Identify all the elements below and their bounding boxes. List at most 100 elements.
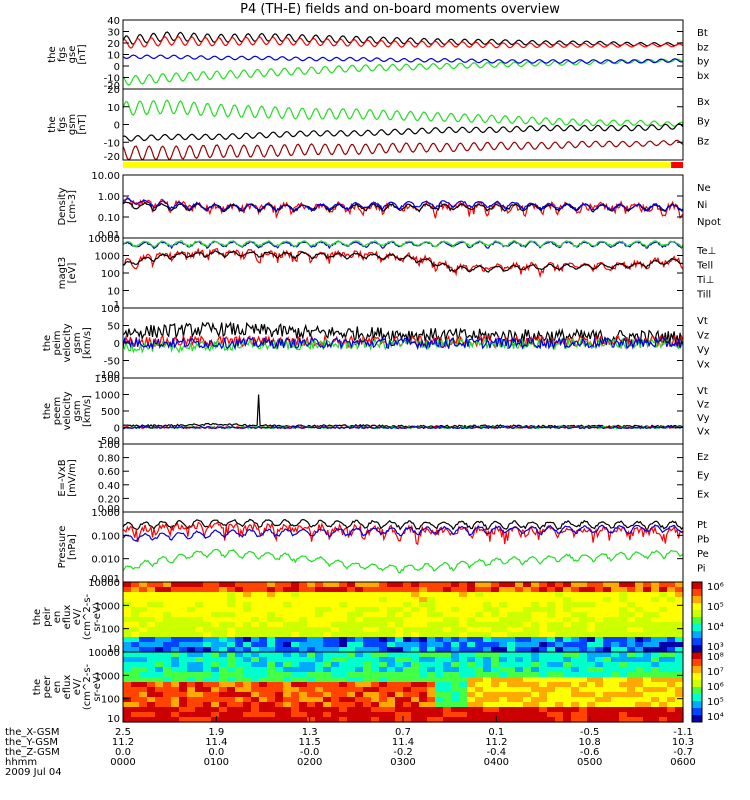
spectrogram-cell: [355, 707, 364, 713]
spectrogram-cell: [171, 692, 180, 698]
spectrogram-cell: [587, 702, 596, 708]
spectrogram-cell: [587, 602, 596, 608]
spectrogram-cell: [579, 622, 588, 628]
spectrogram-cell: [163, 682, 172, 688]
spectrogram-cell: [507, 667, 516, 673]
colorbar-segment: [692, 627, 702, 632]
spectrogram-cell: [315, 677, 324, 683]
spectrogram-cell: [291, 582, 300, 588]
spectrogram-cell: [531, 582, 540, 588]
spectrogram-cell: [459, 677, 468, 683]
spectrogram-cell: [571, 707, 580, 713]
spectrogram-cell: [219, 687, 228, 693]
spectrogram-cell: [267, 612, 276, 618]
spectrogram-cell: [483, 697, 492, 703]
spectrogram-cell: [643, 597, 652, 603]
spectrogram-cell: [451, 597, 460, 603]
spectrogram-cell: [251, 582, 260, 588]
spectrogram-cell: [475, 612, 484, 618]
legend-entry: Ey: [697, 471, 709, 482]
spectrogram-cell: [547, 652, 556, 658]
spectrogram-cell: [259, 687, 268, 693]
spectrogram-cell: [483, 587, 492, 593]
spectrogram-cell: [363, 712, 372, 718]
spectrogram-cell: [419, 692, 428, 698]
spectrogram-cell: [603, 712, 612, 718]
spectrogram-cell: [211, 662, 220, 668]
spectrogram-cell: [555, 657, 564, 663]
spectrogram-cell: [643, 692, 652, 698]
spectrogram-cell: [571, 647, 580, 653]
spectrogram-cell: [179, 707, 188, 713]
spectrogram-cell: [139, 617, 148, 623]
spectrogram-cell: [363, 657, 372, 663]
spectrogram-cell: [219, 677, 228, 683]
y-tick-label: -10: [104, 138, 120, 149]
spectrogram-cell: [595, 597, 604, 603]
spectrogram-cell: [243, 677, 252, 683]
spectrogram-cell: [651, 712, 660, 718]
spectrogram-cell: [651, 587, 660, 593]
spectrogram-cell: [315, 712, 324, 718]
spectrogram-cell: [363, 637, 372, 643]
spectrogram-cell: [227, 582, 236, 588]
spectrogram-cell: [363, 677, 372, 683]
spectrogram-cell: [155, 592, 164, 598]
spectrogram-cell: [203, 597, 212, 603]
spectrogram-cell: [387, 612, 396, 618]
spectrogram-cell: [219, 667, 228, 673]
spectrogram-cell: [563, 597, 572, 603]
spectrogram-cell: [139, 662, 148, 668]
legend-entry: Ez: [697, 452, 709, 463]
spectrogram-cell: [299, 677, 308, 683]
spectrogram-cell: [555, 717, 564, 723]
spectrogram-cell: [643, 627, 652, 633]
spectrogram-cell: [339, 592, 348, 598]
spectrogram-cell: [219, 672, 228, 678]
spectrogram-cell: [475, 667, 484, 673]
y-tick-label: 1.00: [98, 192, 120, 203]
spectrogram-cell: [147, 692, 156, 698]
spectrogram-cell: [211, 602, 220, 608]
spectrogram-cell: [411, 617, 420, 623]
spectrogram-cell: [211, 622, 220, 628]
spectrogram-cell: [395, 677, 404, 683]
spectrogram-cell: [667, 637, 676, 643]
spectrogram-cell: [587, 692, 596, 698]
spectrogram-cell: [667, 682, 676, 688]
legend-entry: Vx: [697, 427, 710, 438]
spectrogram-cell: [355, 692, 364, 698]
spectrogram-cell: [571, 652, 580, 658]
spectrogram-cell: [283, 682, 292, 688]
spectrogram-cell: [331, 717, 340, 723]
colorbar-segment: [692, 620, 702, 625]
panel-frame: [122, 377, 684, 445]
spectrogram-cell: [147, 677, 156, 683]
spectrogram-cell: [283, 662, 292, 668]
spectrogram-cell: [523, 612, 532, 618]
spectrogram-cell: [443, 582, 452, 588]
spectrogram-cell: [275, 682, 284, 688]
spectrogram-cell: [419, 712, 428, 718]
spectrogram-cell: [651, 667, 660, 673]
spectrogram-cell: [659, 677, 668, 683]
spectrogram-cell: [627, 717, 636, 723]
spectrogram-cell: [347, 612, 356, 618]
spectrogram-cell: [579, 607, 588, 613]
spectrogram-cell: [619, 637, 628, 643]
spectrogram-cell: [211, 687, 220, 693]
x-tick-label: 1.9: [208, 727, 224, 738]
spectrogram-cell: [611, 587, 620, 593]
spectrogram-cell: [203, 692, 212, 698]
spectrogram-cell: [499, 592, 508, 598]
spectrogram-cell: [123, 657, 132, 663]
x-tick-label: 10.8: [579, 737, 601, 748]
spectrogram-cell: [507, 697, 516, 703]
spectrogram-cell: [251, 682, 260, 688]
spectrogram-cell: [523, 642, 532, 648]
spectrogram-cell: [667, 652, 676, 658]
spectrogram-cell: [219, 697, 228, 703]
spectrogram-cell: [355, 667, 364, 673]
spectrogram-cell: [595, 627, 604, 633]
spectrogram-cell: [499, 622, 508, 628]
